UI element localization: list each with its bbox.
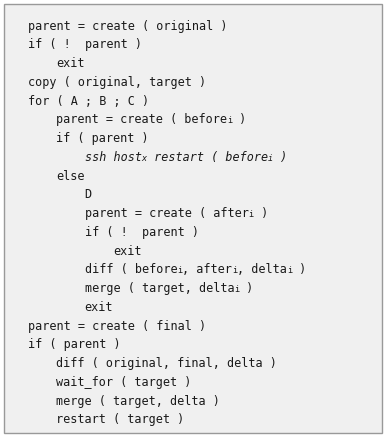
- Text: parent = create ( before: parent = create ( before: [56, 114, 227, 126]
- Text: ): ): [254, 207, 268, 220]
- Text: , delta: , delta: [237, 264, 287, 277]
- Text: i: i: [268, 153, 273, 163]
- Text: i: i: [232, 266, 237, 275]
- Text: restart ( target ): restart ( target ): [56, 413, 185, 427]
- Text: D: D: [85, 188, 92, 201]
- Text: i: i: [249, 210, 254, 219]
- Text: ): ): [292, 264, 306, 277]
- Text: exit: exit: [113, 245, 141, 258]
- Text: if ( parent ): if ( parent ): [28, 338, 120, 351]
- Text: parent = create ( original ): parent = create ( original ): [28, 20, 227, 33]
- Text: if ( !  parent ): if ( ! parent ): [28, 38, 142, 52]
- Text: diff ( original, final, delta ): diff ( original, final, delta ): [56, 357, 277, 370]
- Text: i: i: [234, 285, 239, 294]
- Text: exit: exit: [56, 57, 85, 70]
- Text: copy ( original, target ): copy ( original, target ): [28, 76, 206, 89]
- Text: merge ( target, delta: merge ( target, delta: [85, 282, 234, 295]
- Text: ): ): [232, 114, 247, 126]
- Text: if ( parent ): if ( parent ): [56, 132, 149, 145]
- Text: parent = create ( final ): parent = create ( final ): [28, 319, 206, 333]
- Text: restart ( before: restart ( before: [147, 151, 268, 164]
- Text: i: i: [177, 266, 182, 275]
- Text: exit: exit: [85, 301, 113, 314]
- Text: wait_for ( target ): wait_for ( target ): [56, 376, 191, 389]
- Text: i: i: [287, 266, 292, 275]
- Text: ): ): [239, 282, 254, 295]
- Text: ): ): [273, 151, 287, 164]
- Text: else: else: [56, 170, 85, 183]
- Text: diff ( before: diff ( before: [85, 264, 177, 277]
- Text: merge ( target, delta ): merge ( target, delta ): [56, 395, 220, 408]
- Text: for ( A ; B ; C ): for ( A ; B ; C ): [28, 95, 149, 108]
- Text: i: i: [227, 116, 232, 125]
- Text: , after: , after: [182, 264, 232, 277]
- Text: ssh host: ssh host: [85, 151, 142, 164]
- Text: x: x: [142, 153, 147, 163]
- Text: parent = create ( after: parent = create ( after: [85, 207, 249, 220]
- Text: if ( !  parent ): if ( ! parent ): [85, 226, 198, 239]
